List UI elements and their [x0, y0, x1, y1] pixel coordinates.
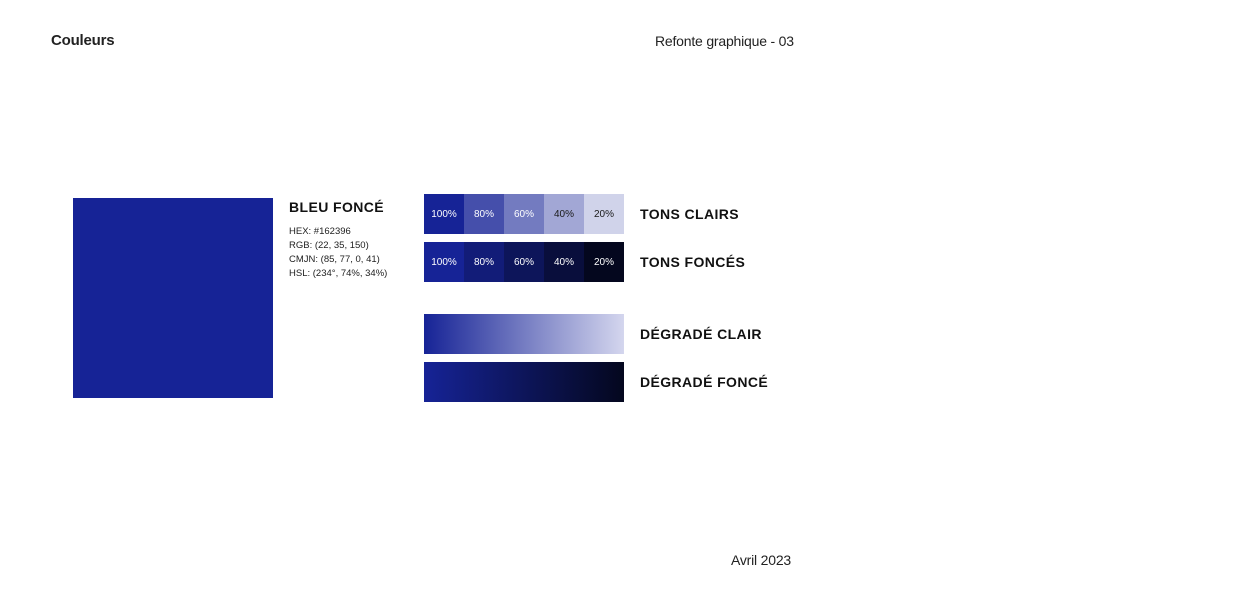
shade-cell-20: 20% — [584, 242, 624, 282]
tons-fonces-label: TONS FONCÉS — [640, 254, 746, 270]
hsl-value: HSL: (234°, 74%, 34%) — [289, 268, 388, 279]
page-title: Couleurs — [51, 32, 115, 49]
main-color-swatch — [73, 198, 273, 398]
tons-clairs-label: TONS CLAIRS — [640, 206, 740, 222]
tint-cell-80: 80% — [464, 194, 504, 234]
tons-clairs-palette: 100% 80% 60% 40% 20% — [424, 194, 624, 234]
degrade-clair-bar — [424, 314, 624, 354]
tint-cell-60: 60% — [504, 194, 544, 234]
project-title: Refonte graphique - 03 — [655, 33, 794, 49]
color-specs: HEX: #162396 RGB: (22, 35, 150) CMJN: (8… — [289, 225, 387, 281]
color-name: BLEU FONCÉ — [289, 199, 384, 215]
degrade-clair-label: DÉGRADÉ CLAIR — [640, 326, 762, 342]
cmjn-value: CMJN: (85, 77, 0, 41) — [289, 254, 380, 265]
shade-cell-80: 80% — [464, 242, 504, 282]
rgb-value: RGB: (22, 35, 150) — [289, 240, 369, 251]
tint-cell-40: 40% — [544, 194, 584, 234]
shade-cell-60: 60% — [504, 242, 544, 282]
degrade-fonce-label: DÉGRADÉ FONCÉ — [640, 374, 769, 390]
footer-date: Avril 2023 — [731, 552, 792, 568]
tons-fonces-palette: 100% 80% 60% 40% 20% — [424, 242, 624, 282]
shade-cell-100: 100% — [424, 242, 464, 282]
tint-cell-100: 100% — [424, 194, 464, 234]
tint-cell-20: 20% — [584, 194, 624, 234]
hex-value: HEX: #162396 — [289, 226, 351, 237]
degrade-fonce-bar — [424, 362, 624, 402]
shade-cell-40: 40% — [544, 242, 584, 282]
